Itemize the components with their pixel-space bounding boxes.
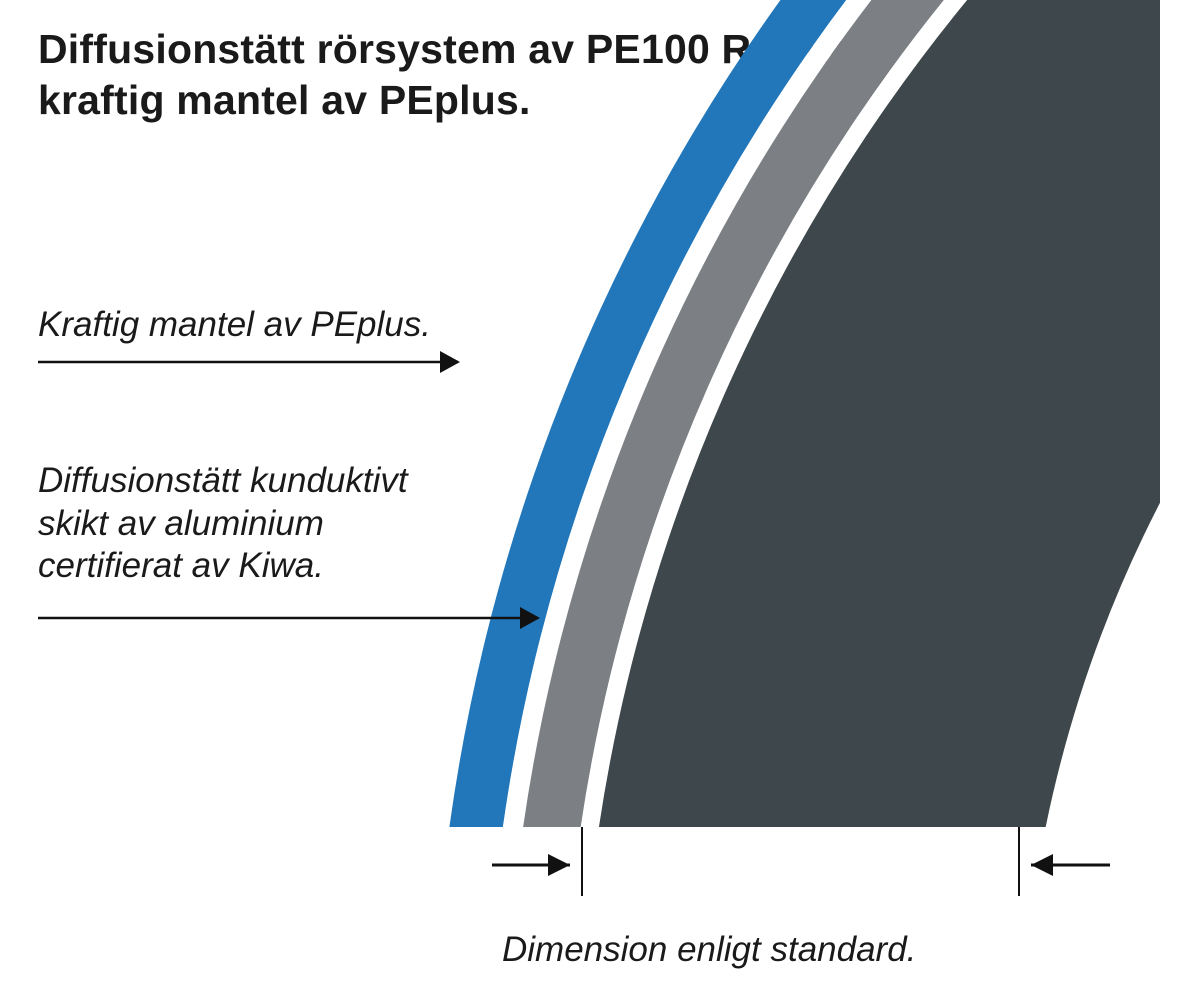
diagram-svg	[0, 0, 1200, 983]
